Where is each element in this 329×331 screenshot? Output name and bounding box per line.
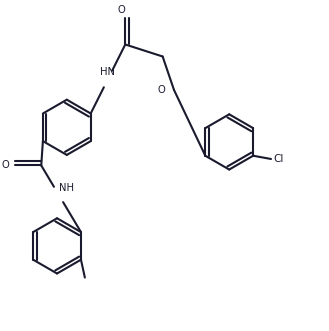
Text: NH: NH [59,183,74,193]
Text: O: O [2,160,10,170]
Text: Cl: Cl [273,154,283,164]
Text: O: O [157,85,165,95]
Text: HN: HN [100,68,115,77]
Text: O: O [117,5,125,15]
